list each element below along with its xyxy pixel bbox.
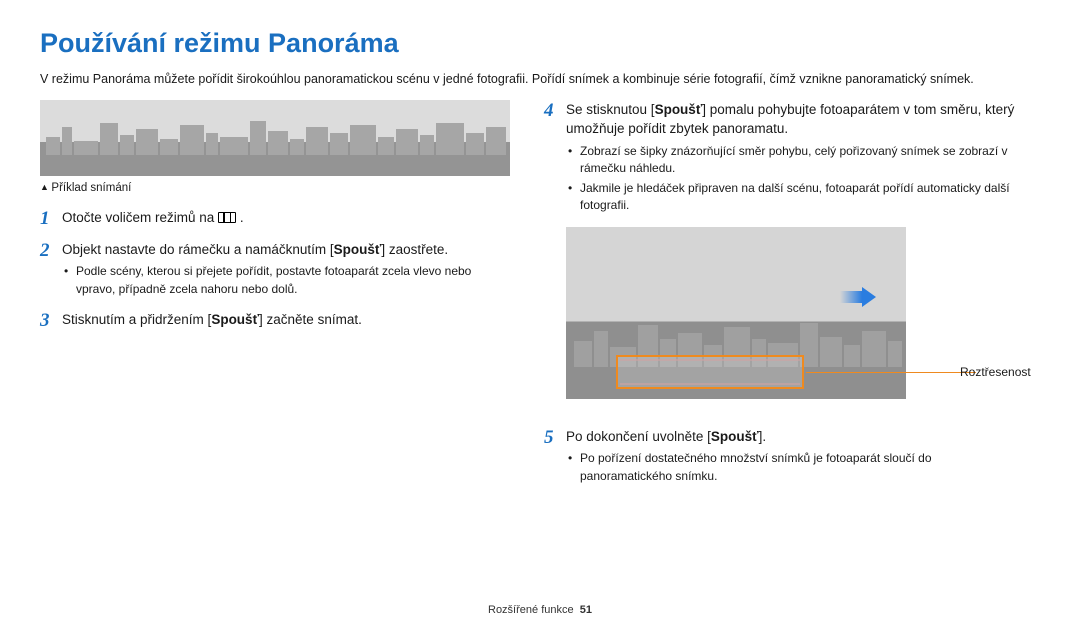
step-1: 1 Otočte voličem režimů na .	[40, 208, 510, 230]
page-footer: Rozšířené funkce 51	[0, 604, 1080, 616]
panorama-example-image	[40, 100, 510, 176]
step-number: 2	[40, 240, 62, 300]
shake-label: Roztřesenost	[960, 365, 1031, 379]
step-2-text-post: ] zaostřete.	[381, 242, 448, 257]
shutter-label: Spoušť	[711, 429, 759, 444]
footer-page-number: 51	[580, 604, 592, 616]
step-5-text-post: ].	[759, 429, 767, 444]
step-2-sub-1: Podle scény, kterou si přejete pořídit, …	[62, 263, 510, 298]
step-2: 2 Objekt nastavte do rámečku a namáčknut…	[40, 240, 510, 300]
step-5-sub-1: Po pořízení dostatečného množství snímků…	[566, 450, 1024, 485]
step-2-text-pre: Objekt nastavte do rámečku a namáčknutím…	[62, 242, 334, 257]
footer-section: Rozšířené funkce	[488, 604, 574, 616]
step-4-text-pre: Se stisknutou [	[566, 102, 655, 117]
page-title: Používání režimu Panoráma	[40, 28, 1040, 59]
shutter-label: Spoušť	[334, 242, 382, 257]
panorama-mode-icon	[218, 212, 236, 223]
step-number: 1	[40, 208, 62, 230]
right-column: 4 Se stisknutou [Spoušť] pomalu pohybujt…	[544, 100, 1024, 497]
step-4: 4 Se stisknutou [Spoušť] pomalu pohybujt…	[544, 100, 1024, 217]
step-number: 5	[544, 427, 566, 487]
callout-line	[806, 372, 976, 373]
step-3-text-pre: Stisknutím a přidržením [	[62, 312, 211, 327]
step-number: 4	[544, 100, 566, 217]
left-column: Příklad snímání 1 Otočte voličem režimů …	[40, 100, 510, 497]
viewfinder-row: Roztřesenost	[544, 227, 1044, 399]
step-5-text-pre: Po dokončení uvolněte [	[566, 429, 711, 444]
step-1-text-post: .	[236, 210, 244, 225]
step-4-sub-1: Zobrazí se šipky znázorňující směr pohyb…	[566, 143, 1024, 178]
shutter-label: Spoušť	[211, 312, 259, 327]
direction-arrow-icon	[840, 287, 876, 307]
step-4-sub-2: Jakmile je hledáček připraven na další s…	[566, 180, 1024, 215]
example-caption: Příklad snímání	[40, 182, 510, 194]
intro-text: V režimu Panoráma můžete pořídit širokoú…	[40, 71, 1040, 88]
viewfinder-image	[566, 227, 906, 399]
step-3-text-post: ] začněte snímat.	[259, 312, 362, 327]
preview-frame	[616, 355, 804, 389]
step-5: 5 Po dokončení uvolněte [Spoušť]. Po poř…	[544, 427, 1024, 487]
step-number: 3	[40, 310, 62, 332]
step-3: 3 Stisknutím a přidržením [Spoušť] začně…	[40, 310, 510, 332]
step-1-text-pre: Otočte voličem režimů na	[62, 210, 218, 225]
shutter-label: Spoušť	[655, 102, 703, 117]
